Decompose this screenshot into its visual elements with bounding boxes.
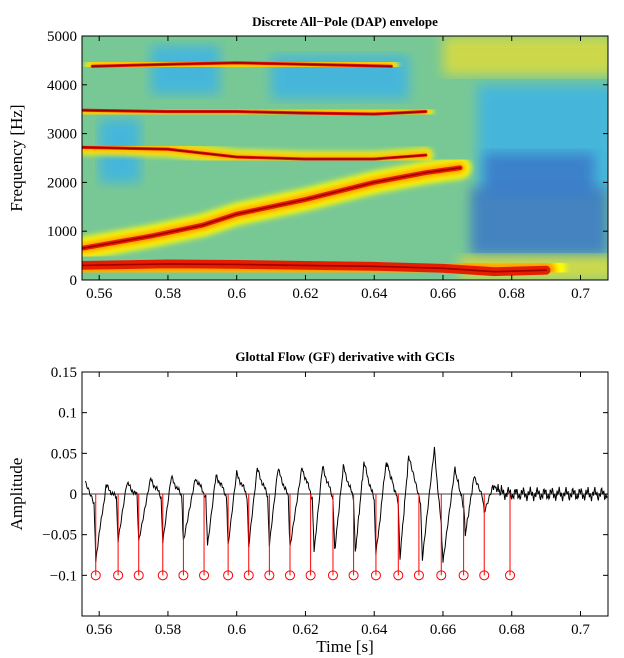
gf-plot-area bbox=[82, 446, 608, 581]
gci-marker bbox=[90, 570, 101, 581]
x-tick-label: 0.6 bbox=[227, 622, 246, 638]
formant-track-core bbox=[82, 146, 427, 160]
gci-marker bbox=[458, 570, 469, 581]
y-tick-label: 5000 bbox=[47, 29, 77, 45]
y-tick-label: 4000 bbox=[47, 78, 77, 94]
gci-marker bbox=[264, 570, 275, 581]
heat-region bbox=[470, 187, 608, 256]
gci-marker bbox=[178, 570, 189, 581]
gci-marker bbox=[113, 570, 124, 581]
gci-marker bbox=[327, 570, 338, 581]
x-tick-label: 0.64 bbox=[361, 286, 388, 302]
gci-marker bbox=[505, 570, 516, 581]
spectrogram-area bbox=[82, 36, 608, 280]
x-tick-label: 0.66 bbox=[430, 622, 457, 638]
y-tick-label: 0.15 bbox=[51, 365, 77, 381]
x-tick-label: 0.62 bbox=[292, 286, 318, 302]
gci-marker bbox=[199, 570, 210, 581]
gf-title: Glottal Flow (GF) derivative with GCIs bbox=[235, 349, 454, 364]
formant-track-core bbox=[91, 61, 393, 68]
x-tick-label: 0.7 bbox=[571, 622, 590, 638]
spectrogram-title: Discrete All−Pole (DAP) envelope bbox=[252, 14, 438, 29]
gf-ylabel: Amplitude bbox=[7, 458, 26, 531]
heat-region bbox=[484, 153, 595, 198]
x-tick-label: 0.64 bbox=[361, 622, 388, 638]
y-tick-label: 1000 bbox=[47, 224, 77, 240]
gci-marker bbox=[157, 570, 168, 581]
y-tick-label: 0 bbox=[70, 273, 78, 289]
y-tick-label: 2000 bbox=[47, 175, 77, 191]
y-tick-label: 0 bbox=[70, 487, 78, 503]
gci-marker bbox=[348, 570, 359, 581]
gci-marker bbox=[243, 570, 254, 581]
x-tick-label: 0.7 bbox=[571, 286, 590, 302]
y-tick-label: −0.05 bbox=[42, 528, 77, 544]
formant-track-core bbox=[82, 167, 461, 250]
gci-marker bbox=[223, 570, 234, 581]
spectrogram-ylabel: Frequency [Hz] bbox=[7, 104, 26, 211]
gci-marker bbox=[133, 570, 144, 581]
gci-marker bbox=[479, 570, 490, 581]
y-tick-label: 3000 bbox=[47, 127, 77, 143]
formant-track-core bbox=[82, 263, 547, 273]
spectrogram-frame bbox=[81, 35, 609, 281]
x-tick-label: 0.56 bbox=[86, 286, 113, 302]
gci-marker bbox=[393, 570, 404, 581]
y-tick-label: 0.1 bbox=[58, 406, 77, 422]
x-tick-label: 0.66 bbox=[430, 286, 457, 302]
x-tick-label: 0.62 bbox=[292, 622, 318, 638]
gci-marker bbox=[284, 570, 295, 581]
x-tick-label: 0.68 bbox=[499, 622, 525, 638]
x-tick-label: 0.68 bbox=[499, 286, 525, 302]
gf-derivative-series bbox=[84, 446, 608, 563]
gf-axes: 0.56 0.58 0.6 0.62 0.64 0.66 0.68 0.7 −0.1 −0.05 0… bbox=[42, 365, 608, 638]
gf-xlabel: Time [s] bbox=[316, 637, 373, 656]
heat-region bbox=[442, 36, 608, 76]
y-tick-label: −0.1 bbox=[50, 568, 77, 584]
gci-marker bbox=[413, 570, 424, 581]
gci-marker bbox=[305, 570, 316, 581]
formant-tracks bbox=[82, 55, 567, 280]
formant-track-core bbox=[82, 109, 427, 115]
x-tick-label: 0.6 bbox=[227, 286, 246, 302]
spectrogram-axes: 0.56 0.58 0.6 0.62 0.64 0.66 0.68 0.7 0 1000 2000 3… bbox=[47, 29, 608, 302]
y-tick-label: 0.05 bbox=[51, 446, 77, 462]
gci-marker bbox=[370, 570, 381, 581]
x-tick-label: 0.58 bbox=[155, 622, 181, 638]
x-tick-label: 0.58 bbox=[155, 286, 181, 302]
gci-marker bbox=[436, 570, 447, 581]
x-tick-label: 0.56 bbox=[86, 622, 113, 638]
